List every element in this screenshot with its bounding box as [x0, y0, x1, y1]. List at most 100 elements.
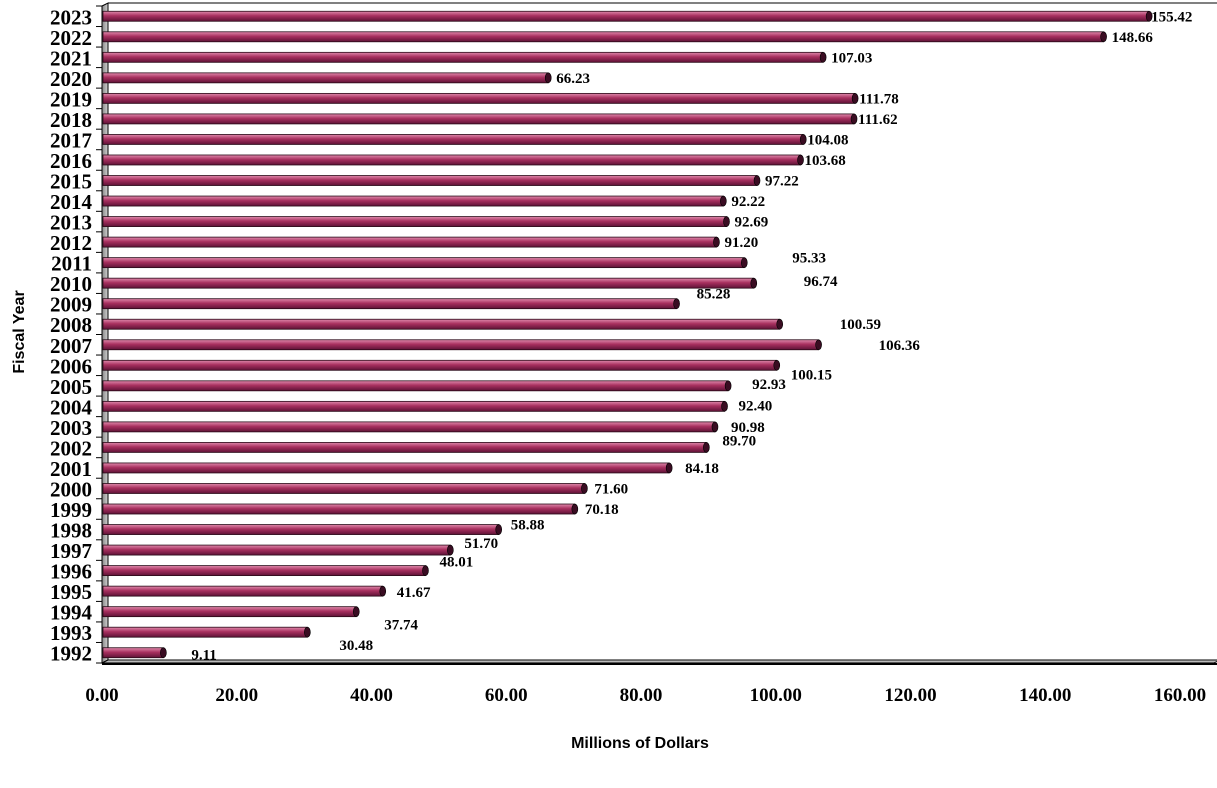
bar-2022: [102, 31, 1104, 43]
bar-cap-2018: [850, 113, 858, 125]
data-label: 107.03: [831, 50, 872, 66]
bar-cap-2007: [815, 339, 822, 351]
bar-1999: [102, 503, 576, 515]
bar-2005: [102, 380, 729, 392]
bar-2018: [102, 113, 855, 125]
y-tick-label: 2010: [50, 272, 92, 296]
bar-2006: [102, 359, 778, 371]
bar-2017: [102, 134, 804, 145]
bar-2007: [102, 339, 820, 351]
y-tick-label: 2021: [50, 46, 92, 70]
y-tick-label: 2023: [50, 5, 92, 29]
bar-cap-1998: [495, 524, 503, 535]
data-label: 85.28: [697, 287, 731, 303]
x-tick-label: 0.00: [85, 685, 118, 706]
bar-2021: [102, 51, 824, 63]
y-tick-label: 1998: [50, 519, 92, 543]
data-label: 9.11: [191, 648, 216, 664]
bar-2000: [102, 483, 585, 494]
data-label: 95.33: [792, 251, 826, 267]
bar-cap-2019: [851, 93, 859, 104]
data-label: 92.40: [739, 398, 773, 414]
y-tick-label: 1994: [50, 601, 93, 625]
bar-cap-2022: [1100, 31, 1107, 43]
bar-2009: [102, 298, 677, 310]
bar-2013: [102, 216, 727, 227]
y-tick-label: 1999: [50, 498, 92, 522]
y-tick-label: 2020: [50, 67, 92, 91]
bar-2008: [102, 318, 781, 330]
y-tick-label: 2000: [50, 477, 92, 501]
y-tick-label: 2019: [50, 87, 92, 111]
bar-cap-1993: [304, 626, 311, 638]
data-label: 91.20: [724, 235, 758, 251]
data-label: 90.98: [731, 420, 765, 436]
data-label: 155.42: [1151, 9, 1192, 25]
data-label: 111.62: [858, 112, 898, 128]
y-tick-label: 1992: [50, 642, 92, 666]
bar-cap-2017: [799, 134, 807, 145]
y-tick-label: 2018: [50, 108, 92, 132]
bar-cap-2015: [753, 175, 761, 186]
y-tick-label: 2016: [50, 149, 92, 173]
bar-cap-2005: [724, 380, 732, 392]
data-label: 103.68: [805, 153, 846, 169]
bar-cap-2016: [797, 154, 804, 166]
y-tick-label: 2008: [50, 313, 92, 337]
data-label: 148.66: [1112, 30, 1154, 46]
bar-cap-1992: [160, 647, 167, 659]
y-tick-label: 2015: [50, 170, 92, 194]
y-tick-label: 2012: [50, 231, 92, 255]
bar-cap-2002: [703, 442, 710, 453]
bar-1995: [102, 585, 384, 597]
bar-cap-2009: [673, 298, 680, 310]
data-label: 70.18: [585, 502, 619, 518]
y-tick-label: 2011: [51, 252, 92, 276]
data-label: 106.36: [879, 338, 921, 354]
bar-1998: [102, 524, 500, 535]
y-tick-label: 2014: [50, 190, 93, 214]
data-label: 96.74: [804, 274, 838, 290]
bar-2010: [102, 277, 755, 289]
x-tick-label: 140.00: [1019, 685, 1071, 706]
x-tick-label: 40.00: [350, 685, 393, 706]
bar-cap-1995: [379, 585, 387, 597]
data-label: 30.48: [339, 638, 373, 654]
x-tick-label: 60.00: [485, 685, 528, 706]
x-tick-label: 100.00: [750, 685, 802, 706]
bar-cap-2020: [544, 72, 552, 84]
y-tick-label: 2003: [50, 416, 92, 440]
bar-cap-2008: [776, 318, 784, 330]
bar-1994: [102, 606, 357, 618]
bar-2011: [102, 257, 745, 269]
data-label: 100.15: [791, 367, 832, 383]
y-tick-label: 2013: [50, 211, 92, 235]
data-label: 89.70: [722, 433, 756, 449]
y-tick-label: 2002: [50, 436, 92, 460]
y-tick-label: 2005: [50, 375, 92, 399]
bar-cap-1997: [447, 544, 454, 556]
data-label: 58.88: [511, 518, 545, 534]
bar-2020: [102, 72, 549, 84]
bar-2003: [102, 421, 716, 433]
y-tick-labels: 1992199319941995199619971998199920002001…: [50, 5, 93, 665]
data-label: 111.78: [859, 91, 899, 107]
bar-1996: [102, 565, 426, 577]
bar-2015: [102, 175, 758, 186]
x-tick-label: 20.00: [215, 685, 258, 706]
data-label: 37.74: [384, 618, 418, 634]
bar-2004: [102, 400, 725, 412]
y-tick-label: 2006: [50, 354, 92, 378]
data-label: 66.23: [556, 71, 590, 87]
bar-1997: [102, 544, 451, 556]
bar-1992: [102, 647, 164, 659]
data-label: 100.59: [840, 317, 881, 333]
bar-cap-2021: [819, 52, 827, 63]
bar-2012: [102, 236, 717, 248]
y-tick-label: 2007: [50, 334, 92, 358]
y-tick-label: 1993: [50, 621, 92, 645]
bar-cap-1999: [571, 503, 579, 515]
y-tick-label: 2022: [50, 26, 92, 50]
y-tick-label: 1997: [50, 539, 92, 563]
data-labels: 9.11 30.48 37.74 41.67 48.01 51.70 58.88 70.18 7…: [191, 9, 1192, 663]
